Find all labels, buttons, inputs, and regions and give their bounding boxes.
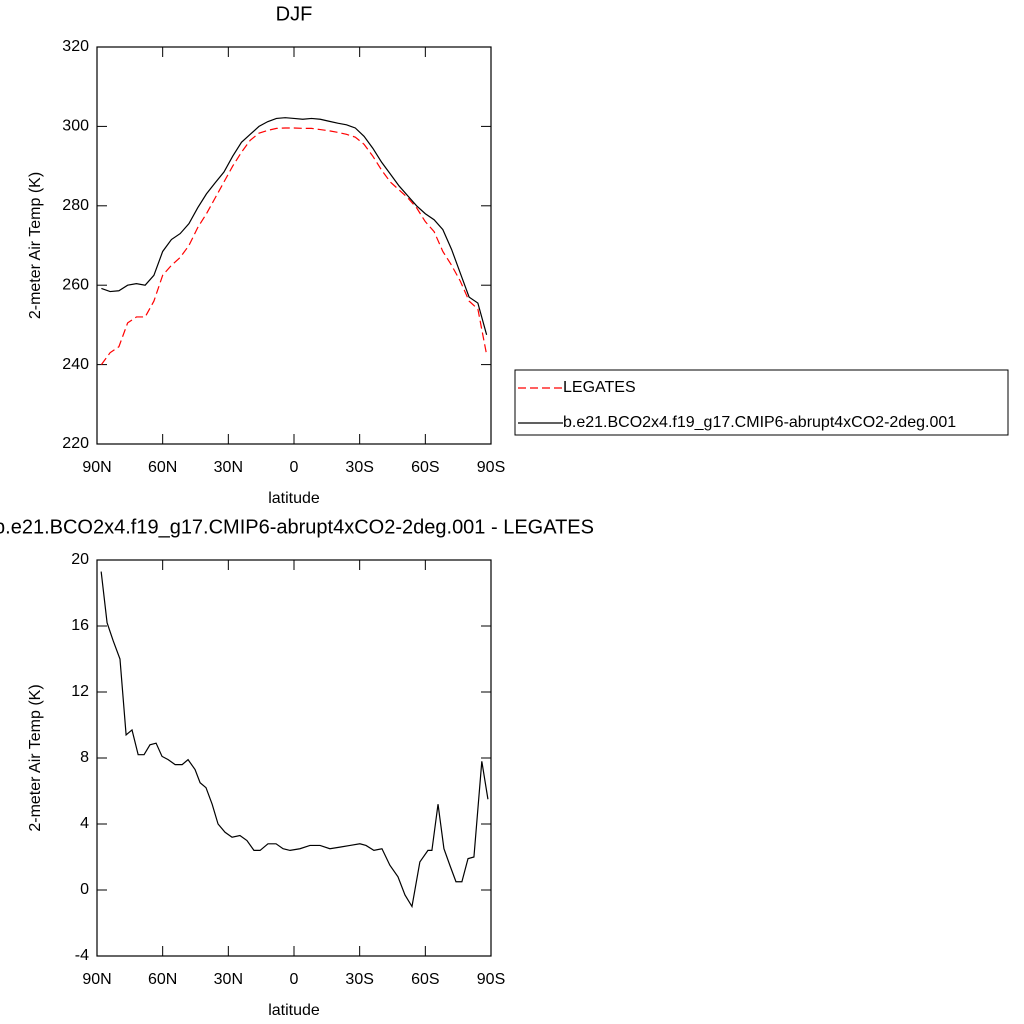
y-tick-label: 16 [71,617,89,634]
x-tick-label: 30S [345,459,373,476]
legend-box [514,369,1009,436]
x-tick-label: 0 [290,971,299,988]
y-tick-label: -4 [75,947,89,964]
x-tick-label: 0 [290,459,299,476]
y-tick-label: 320 [62,38,89,55]
chart-title: b.e21.BCO2x4.f19_g17.CMIP6-abrupt4xCO2-2… [0,516,594,538]
x-tick-label: 90S [477,971,505,988]
x-tick-label: 90N [82,459,111,476]
y-tick-label: 260 [62,276,89,293]
series-line [101,117,488,335]
y-tick-label: 300 [62,118,89,135]
data-line [100,571,489,909]
y-tick-label: 4 [80,815,89,832]
x-tick-label: 30N [214,971,243,988]
legend-label: LEGATES [563,379,636,396]
y-axis-label: 2-meter Air Temp (K) [27,172,44,319]
x-axis-label: latitude [268,1002,320,1019]
x-axis-label: latitude [268,490,320,507]
y-axis-label: 2-meter Air Temp (K) [27,684,44,831]
chart-title: DJF [276,3,313,25]
series-line [100,127,488,365]
plot-frame [96,559,492,957]
x-tick-label: 60S [411,459,439,476]
x-tick-label: 90S [477,459,505,476]
plot-frame [96,46,492,445]
legend-label: b.e21.BCO2x4.f19_g17.CMIP6-abrupt4xCO2-2… [563,414,956,431]
x-tick-label: 30S [345,971,373,988]
y-tick-label: 280 [62,197,89,214]
x-tick-label: 30N [214,459,243,476]
y-tick-label: 12 [71,683,89,700]
x-tick-label: 60N [148,459,177,476]
x-tick-label: 60S [411,971,439,988]
y-tick-label: 240 [62,356,89,373]
y-tick-label: 8 [80,749,89,766]
y-tick-label: 0 [80,881,89,898]
y-tick-label: 220 [62,435,89,452]
y-tick-label: 20 [71,551,89,568]
x-tick-label: 90N [82,971,111,988]
x-tick-label: 60N [148,971,177,988]
